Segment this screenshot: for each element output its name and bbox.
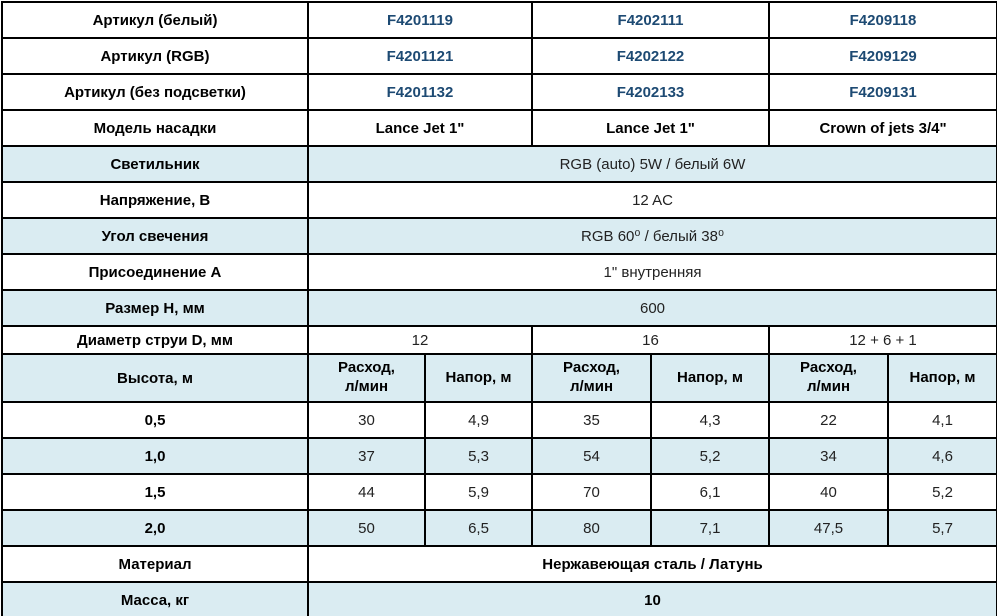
data-value: 5,2 <box>650 437 770 475</box>
row-article-white: Артикул (белый) F4201119 F4202111 F42091… <box>1 1 997 39</box>
column-header-head: Напор, м <box>424 353 533 403</box>
column-header-flow: Расход, л/мин <box>768 353 889 403</box>
height-label: 1,0 <box>1 437 309 475</box>
height-label: 1,5 <box>1 473 309 511</box>
column-header-flow: Расход, л/мин <box>307 353 426 403</box>
data-value: 6,1 <box>650 473 770 511</box>
row-label: Масса, кг <box>1 581 309 616</box>
diameter-value: 12 + 6 + 1 <box>767 325 997 355</box>
row-height-1-5: 1,5 44 5,9 70 6,1 40 5,2 <box>1 473 997 511</box>
row-label: Угол свечения <box>1 217 309 255</box>
data-value: 4,6 <box>886 437 997 475</box>
row-connection: Присоединение А 1" внутренняя <box>1 253 997 291</box>
row-size-h: Размер Н, мм 600 <box>1 289 997 327</box>
data-value: 7,1 <box>650 509 770 547</box>
row-height-1-0: 1,0 37 5,3 54 5,2 34 4,6 <box>1 437 997 475</box>
row-light: Светильник RGB (auto) 5W / белый 6W <box>1 145 997 183</box>
data-value: 44 <box>307 473 426 511</box>
data-value: 22 <box>768 401 889 439</box>
article-number: F4202111 <box>531 1 770 39</box>
spec-value: 1" внутренняя <box>306 253 997 291</box>
column-header-flow: Расход, л/мин <box>531 353 652 403</box>
article-number: F4209131 <box>767 73 997 111</box>
height-label: 0,5 <box>1 401 309 439</box>
article-number: F4201121 <box>307 37 533 75</box>
row-article-nolight: Артикул (без подсветки) F4201132 F420213… <box>1 73 997 111</box>
article-number: F4209129 <box>767 37 997 75</box>
row-label: Артикул (RGB) <box>1 37 309 75</box>
mass-value: 10 <box>306 581 997 616</box>
row-label: Модель насадки <box>1 109 309 147</box>
data-value: 4,3 <box>650 401 770 439</box>
diameter-value: 12 <box>307 325 533 355</box>
row-article-rgb: Артикул (RGB) F4201121 F4202122 F4209129 <box>1 37 997 75</box>
row-beam-angle: Угол свечения RGB 60⁰ / белый 38⁰ <box>1 217 997 255</box>
article-number: F4209118 <box>767 1 997 39</box>
model-name: Lance Jet 1" <box>307 109 533 147</box>
material-value: Нержавеющая сталь / Латунь <box>306 545 997 583</box>
row-height-0-5: 0,5 30 4,9 35 4,3 22 4,1 <box>1 401 997 439</box>
diameter-value: 16 <box>531 325 770 355</box>
data-value: 35 <box>531 401 652 439</box>
row-model: Модель насадки Lance Jet 1" Lance Jet 1"… <box>1 109 997 147</box>
column-header-head: Напор, м <box>886 353 997 403</box>
data-value: 4,9 <box>424 401 533 439</box>
data-value: 5,3 <box>424 437 533 475</box>
row-label: Артикул (белый) <box>1 1 309 39</box>
data-value: 54 <box>531 437 652 475</box>
data-value: 50 <box>307 509 426 547</box>
spec-value: 600 <box>306 289 997 327</box>
data-value: 37 <box>307 437 426 475</box>
article-number: F4202133 <box>531 73 770 111</box>
row-voltage: Напряжение, В 12 AC <box>1 181 997 219</box>
row-mass: Масса, кг 10 <box>1 581 997 616</box>
model-name: Lance Jet 1" <box>531 109 770 147</box>
row-flow-header: Высота, м Расход, л/мин Напор, м Расход,… <box>1 353 997 403</box>
article-number: F4202122 <box>531 37 770 75</box>
height-label: 2,0 <box>1 509 309 547</box>
data-value: 80 <box>531 509 652 547</box>
row-label: Размер Н, мм <box>1 289 309 327</box>
article-number: F4201119 <box>307 1 533 39</box>
spec-value: RGB (auto) 5W / белый 6W <box>306 145 997 183</box>
data-value: 40 <box>768 473 889 511</box>
row-material: Материал Нержавеющая сталь / Латунь <box>1 545 997 583</box>
row-jet-diameter: Диаметр струи D, мм 12 16 12 + 6 + 1 <box>1 325 997 355</box>
data-value: 5,7 <box>886 509 997 547</box>
row-label: Напряжение, В <box>1 181 309 219</box>
row-height-2-0: 2,0 50 6,5 80 7,1 47,5 5,7 <box>1 509 997 547</box>
data-value: 5,2 <box>886 473 997 511</box>
spec-value: RGB 60⁰ / белый 38⁰ <box>306 217 997 255</box>
data-value: 70 <box>531 473 652 511</box>
model-name: Crown of jets 3/4" <box>767 109 997 147</box>
spec-value: 12 AC <box>306 181 997 219</box>
article-number: F4201132 <box>307 73 533 111</box>
data-value: 30 <box>307 401 426 439</box>
data-value: 5,9 <box>424 473 533 511</box>
row-label: Присоединение А <box>1 253 309 291</box>
data-value: 47,5 <box>768 509 889 547</box>
row-label: Светильник <box>1 145 309 183</box>
row-label: Материал <box>1 545 309 583</box>
data-value: 34 <box>768 437 889 475</box>
row-label: Высота, м <box>1 353 309 403</box>
row-label: Артикул (без подсветки) <box>1 73 309 111</box>
column-header-head: Напор, м <box>650 353 770 403</box>
data-value: 6,5 <box>424 509 533 547</box>
data-value: 4,1 <box>886 401 997 439</box>
row-label: Диаметр струи D, мм <box>1 325 309 355</box>
